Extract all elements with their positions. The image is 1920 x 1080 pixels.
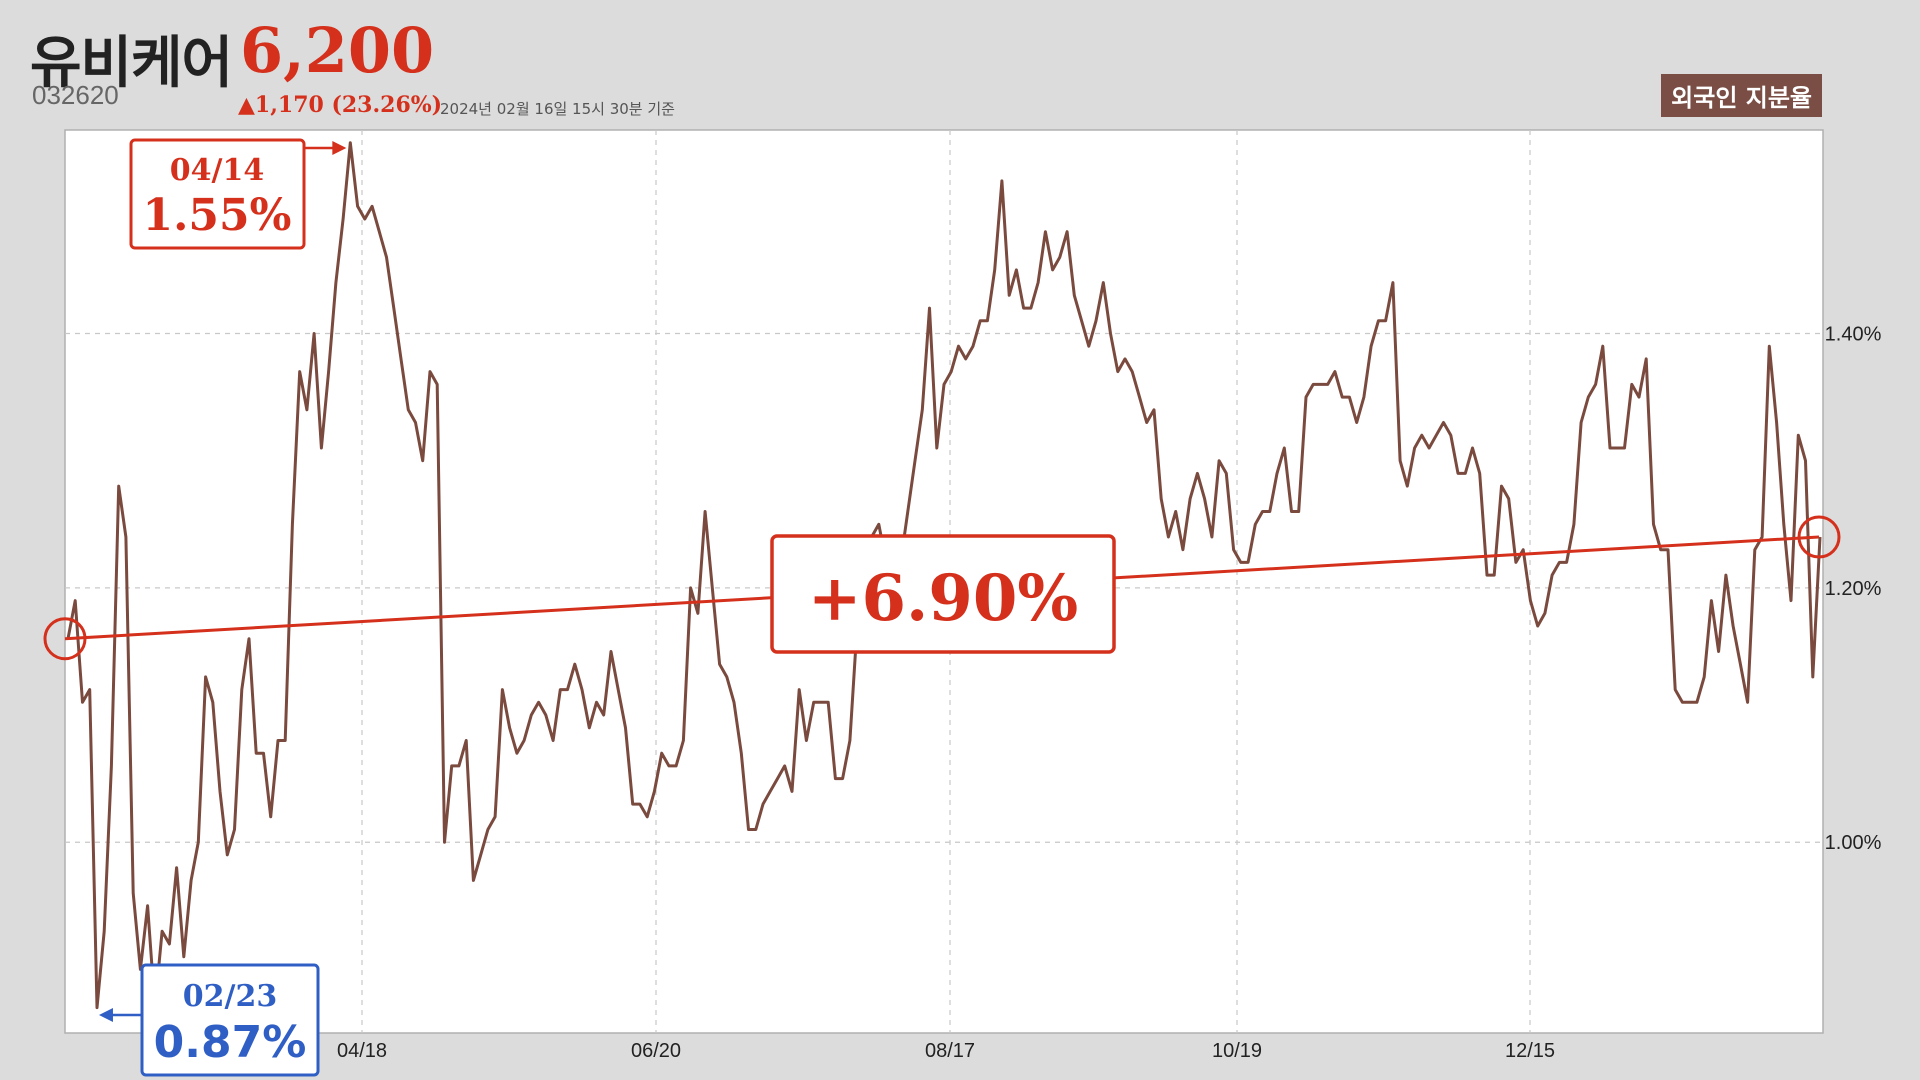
change-label-box xyxy=(770,534,1116,654)
stock-price: 6,200 xyxy=(240,14,435,87)
as-of-timestamp: 2024년 02월 16일 15시 30분 기준 xyxy=(440,100,675,118)
max-value-label: 1.55% xyxy=(143,190,292,241)
x-tick-label: 10/19 xyxy=(1212,1040,1262,1062)
y-tick-label: 1.20% xyxy=(1825,578,1882,600)
min-date-label: 02/23 xyxy=(183,979,277,1014)
max-annotation-box xyxy=(129,138,306,250)
end-marker xyxy=(1797,515,1841,559)
min-arrow-head xyxy=(98,1008,113,1022)
max-arrow-head xyxy=(332,141,347,155)
x-tick-label: 08/17 xyxy=(925,1040,975,1062)
y-tick-label: 1.40% xyxy=(1825,323,1882,345)
foreign-ownership-badge: 외국인 지분율 xyxy=(1661,74,1822,117)
y-tick-label: 1.00% xyxy=(1825,832,1882,854)
price-change: ▲1,170 (23.26%) xyxy=(238,92,443,118)
change-label: +6.90% xyxy=(808,561,1078,636)
x-tick-label: 12/15 xyxy=(1505,1040,1555,1062)
x-tick-label: 04/18 xyxy=(337,1040,387,1062)
x-tick-label: 06/20 xyxy=(631,1040,681,1062)
min-value-label: 0.87% xyxy=(154,1017,307,1068)
max-date-label: 04/14 xyxy=(170,153,264,188)
min-annotation-box xyxy=(140,963,320,1077)
ticker-code: 032620 xyxy=(32,80,119,110)
start-marker xyxy=(43,617,87,661)
ownership-series-line xyxy=(66,141,1822,1010)
company-name: 유비케어 xyxy=(30,31,233,96)
